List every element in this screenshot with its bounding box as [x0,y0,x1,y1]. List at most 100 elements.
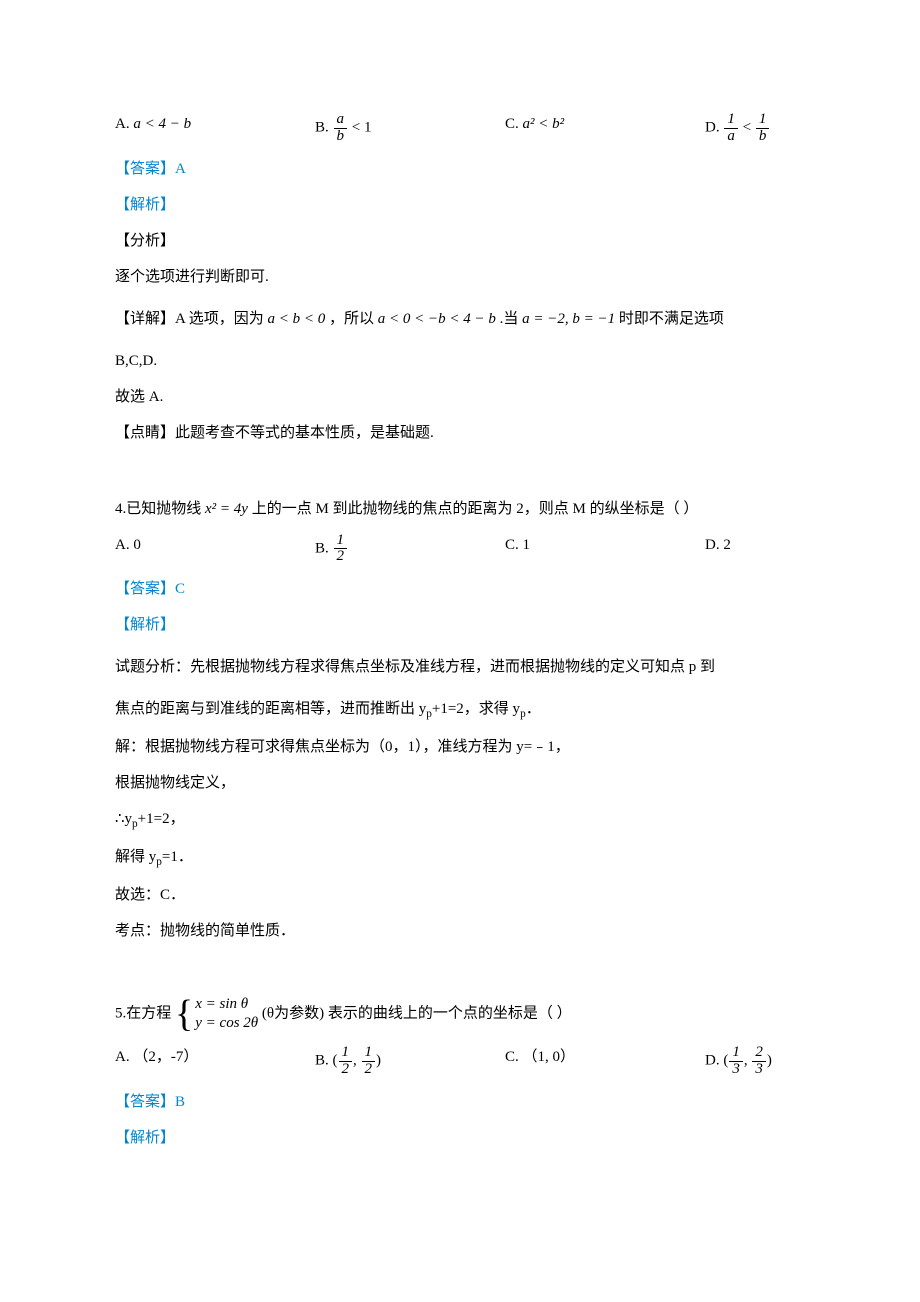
text: ． [526,701,541,717]
separator [115,457,820,485]
frac-den: 2 [339,1061,353,1078]
q4-line4: 根据抛物线定义， [115,771,820,795]
comma: , [744,1053,752,1069]
q3-detail-line1: 【详解】A 选项，因为 a < b < 0 ，所以 a < 0 < −b < 4… [115,301,820,337]
q3-detail-line2: B,C,D. [115,349,820,373]
text: 【详解】A 选项，因为 [115,311,264,327]
q5-stem: 5.在方程 { x = sin θ y = cos 2θ (θ为参数) 表示的曲… [115,995,820,1033]
math: a < b < 0 [268,311,326,327]
q4-option-d: D. 2 [705,533,731,566]
fraction: 1 2 [333,533,349,566]
opt-prefix: C. [505,116,523,132]
q5-answer: 【答案】B [115,1090,820,1114]
frac-num: 2 [752,1045,766,1061]
frac-num: 1 [724,112,738,128]
q5-option-b: B. (12, 12) [315,1045,505,1078]
opt-prefix: B. ( [315,1053,338,1069]
q4-answer: 【答案】C [115,577,820,601]
q4-line5: ∴yp+1=2， [115,807,820,833]
q4-line7: 故选：C． [115,883,820,907]
frac-den: 2 [334,548,348,565]
page-root: A. a < 4 − b B. a b < 1 C. a² < b² D. 1 … [0,0,920,1302]
opt-prefix: B. [315,120,333,136]
comma: , [353,1053,361,1069]
frac-num: 1 [334,533,348,549]
frac-num: 1 [756,112,770,128]
q3-analysis-heading: 【分析】 [115,229,820,253]
math: a < 0 < −b < 4 − b [378,311,496,327]
fraction: 1 a [723,112,739,145]
q4-options-row: A. 0 B. 1 2 C. 1 D. 2 [115,533,820,566]
fraction: 12 [338,1045,354,1078]
q3-option-a: A. a < 4 − b [115,112,315,145]
frac-den: 3 [729,1061,743,1078]
cases: x = sin θ y = cos 2θ [195,995,258,1033]
text: 5.在方程 [115,1005,171,1021]
fraction: a b [333,112,349,145]
frac-num: a [334,112,348,128]
case-line: x = sin θ [195,995,258,1014]
text: .当 [500,311,519,327]
case-line: y = cos 2θ [195,1014,258,1033]
q4-line3: 解：根据抛物线方程可求得焦点坐标为（0，1），准线方程为 y=﹣1， [115,735,820,759]
separator [115,955,820,983]
text: 时即不满足选项 [619,311,724,327]
cases-brace: { x = sin θ y = cos 2θ [175,995,258,1033]
opt-math: a < 4 − b [133,116,191,132]
text: 解得 y [115,849,156,865]
q4-stem: 4.已知抛物线 x² = 4y 上的一点 M 到此抛物线的焦点的距离为 2，则点… [115,497,820,521]
lt: < [743,120,755,136]
frac-den: b [334,128,348,145]
text: 4.已知抛物线 [115,501,201,517]
close: ) [376,1053,381,1069]
frac-num: 1 [729,1045,743,1061]
q4-option-b: B. 1 2 [315,533,505,566]
opt-prefix: D. ( [705,1053,728,1069]
q3-answer: 【答案】A [115,157,820,181]
text: 焦点的距离与到准线的距离相等，进而推断出 y [115,701,426,717]
left-brace-icon: { [175,995,193,1033]
opt-prefix: A. [115,116,133,132]
q4-line6: 解得 yp=1． [115,845,820,871]
q4-line1: 试题分析：先根据抛物线方程求得焦点坐标及准线方程，进而根据抛物线的定义可知点 p… [115,649,820,685]
fraction: 13 [728,1045,744,1078]
text: +1=2， [138,811,185,827]
fraction: 12 [361,1045,377,1078]
frac-den: 3 [752,1061,766,1078]
frac-den: a [724,128,738,145]
q4-option-c: C. 1 [505,533,705,566]
math: x² = 4y [205,501,248,517]
q5-option-a: A. （2，-7） [115,1045,315,1078]
frac-den: 2 [362,1061,376,1078]
q4-line2: 焦点的距离与到准线的距离相等，进而推断出 yp+1=2，求得 yp． [115,697,820,723]
opt-prefix: D. [705,120,723,136]
q3-parse-label: 【解析】 [115,193,820,217]
text: +1=2，求得 y [432,701,520,717]
opt-tail: < 1 [352,120,372,136]
frac-num: 1 [339,1045,353,1061]
frac-den: b [756,128,770,145]
frac-num: 1 [362,1045,376,1061]
text: 上的一点 M 到此抛物线的焦点的距离为 2，则点 M 的纵坐标是（ ） [252,501,699,517]
q3-option-c: C. a² < b² [505,112,705,145]
text: (θ为参数) [262,1005,324,1021]
math: a = −2, b = −1 [522,311,615,327]
q4-parse-label: 【解析】 [115,613,820,637]
q3-option-d: D. 1 a < 1 b [705,112,770,145]
text: 表示的曲线上的一个点的坐标是（ ） [328,1005,572,1021]
opt-prefix: B. [315,540,333,556]
text: =1． [162,849,193,865]
q5-option-d: D. (13, 23) [705,1045,772,1078]
text: ，所以 [329,311,374,327]
q3-dianjing: 【点睛】此题考查不等式的基本性质，是基础题. [115,421,820,445]
q3-conclusion: 故选 A. [115,385,820,409]
q5-options-row: A. （2，-7） B. (12, 12) C. （1, 0） D. (13, … [115,1045,820,1078]
fraction: 23 [751,1045,767,1078]
q3-options-row: A. a < 4 − b B. a b < 1 C. a² < b² D. 1 … [115,112,820,145]
q3-analysis-body: 逐个选项进行判断即可. [115,265,820,289]
close: ) [767,1053,772,1069]
opt-math: a² < b² [523,116,565,132]
q3-option-b: B. a b < 1 [315,112,505,145]
q5-option-c: C. （1, 0） [505,1045,705,1078]
q5-parse-label: 【解析】 [115,1126,820,1150]
